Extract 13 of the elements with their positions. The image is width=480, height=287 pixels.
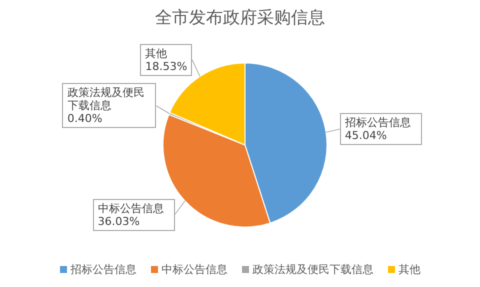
legend-label: 中标公告信息 — [162, 262, 228, 277]
slice-label: 其他 — [145, 46, 168, 60]
slice-label: 政策法规及便民下载信息 — [67, 86, 146, 112]
legend-label: 其他 — [398, 262, 420, 277]
data-label: 0.40% — [67, 112, 104, 126]
data-label: 18.53% — [145, 60, 188, 73]
legend-label: 招标公告信息 — [70, 262, 136, 277]
legend-label: 政策法规及便民下载信息 — [252, 262, 374, 277]
slice-label: 招标公告信息 — [344, 116, 412, 130]
slice-label: 中标公告信息 — [98, 202, 165, 215]
chart-title: 全市发布政府采购信息 — [154, 7, 326, 29]
data-label: 45.04% — [344, 129, 388, 142]
data-label: 36.03% — [98, 214, 141, 228]
